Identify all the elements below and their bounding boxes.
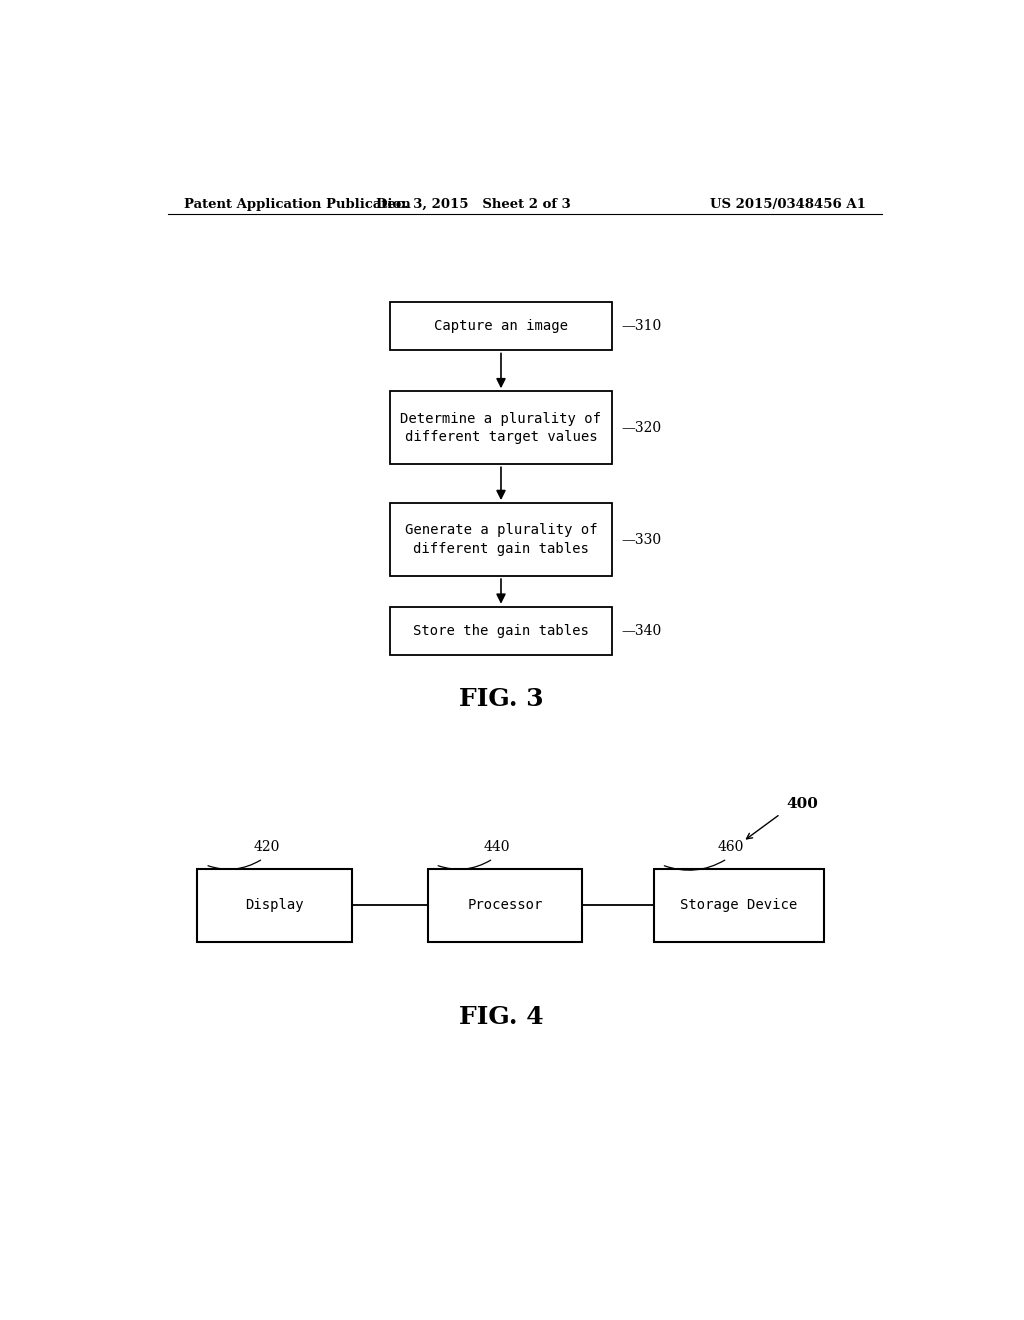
Bar: [390, 607, 612, 656]
Text: Processor: Processor: [467, 899, 543, 912]
Text: Capture an image: Capture an image: [434, 319, 568, 333]
Text: FIG. 3: FIG. 3: [459, 688, 544, 711]
Text: —340: —340: [622, 624, 662, 638]
Text: 420: 420: [254, 840, 281, 854]
Bar: [653, 869, 824, 942]
Text: 440: 440: [483, 840, 510, 854]
Bar: [428, 869, 583, 942]
Text: US 2015/0348456 A1: US 2015/0348456 A1: [711, 198, 866, 211]
Bar: [198, 869, 352, 942]
Text: 400: 400: [786, 797, 818, 810]
Text: —330: —330: [622, 532, 662, 546]
Text: FIG. 4: FIG. 4: [459, 1006, 544, 1030]
Text: —310: —310: [622, 319, 662, 333]
Bar: [390, 302, 612, 351]
Bar: [390, 503, 612, 576]
Bar: [390, 391, 612, 465]
Text: Generate a plurality of
different gain tables: Generate a plurality of different gain t…: [404, 523, 597, 556]
Text: Dec. 3, 2015   Sheet 2 of 3: Dec. 3, 2015 Sheet 2 of 3: [376, 198, 570, 211]
Text: Storage Device: Storage Device: [680, 899, 798, 912]
Text: 460: 460: [718, 840, 744, 854]
Text: —320: —320: [622, 421, 662, 434]
Text: Display: Display: [246, 899, 304, 912]
Text: Patent Application Publication: Patent Application Publication: [183, 198, 411, 211]
Text: Determine a plurality of
different target values: Determine a plurality of different targe…: [400, 412, 601, 444]
Text: Store the gain tables: Store the gain tables: [413, 624, 589, 638]
